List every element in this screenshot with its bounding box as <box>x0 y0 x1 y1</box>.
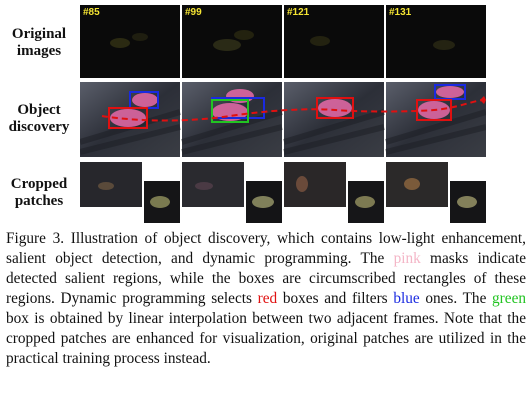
row-label-patches: Cropped patches <box>4 176 74 210</box>
original-image-121: #121 <box>284 5 384 78</box>
dim-car-shape <box>310 36 330 46</box>
figure-3: Original images Object discovery Cropped… <box>4 5 486 223</box>
frame-number-121: #121 <box>287 7 310 18</box>
caption-word-red: red <box>257 290 278 307</box>
dim-car-shape <box>433 40 455 50</box>
row-label-original-text: Original images <box>11 26 67 59</box>
caption-word-green: green <box>492 290 527 307</box>
discovery-scene <box>80 82 486 157</box>
dim-car-shape <box>213 30 254 51</box>
original-image-131: #131 <box>386 5 486 78</box>
frame-number-85: #85 <box>83 7 100 18</box>
caption-text-4: ones. The <box>419 290 493 307</box>
original-image-99: #99 <box>182 5 282 78</box>
row-label-discovery-text: Object discovery <box>8 102 70 135</box>
row-label-original: Original images <box>4 26 74 60</box>
figure-caption: Figure 3. Illustration of object discove… <box>6 229 526 369</box>
original-image-85: #85 <box>80 5 180 78</box>
frame-number-131: #131 <box>389 7 412 18</box>
discovery-row <box>80 82 486 157</box>
caption-text-5: box is obtained by linear interpolation … <box>6 310 526 367</box>
patches-row <box>80 162 486 223</box>
dim-car-shape <box>110 33 148 48</box>
caption-word-blue: blue <box>393 290 420 307</box>
caption-text-1: Figure 3. Illustration of object discove… <box>6 230 526 267</box>
cropped-patches <box>80 162 486 223</box>
frame-number-99: #99 <box>185 7 202 18</box>
caption-word-pink: pink <box>393 250 421 267</box>
caption-text-2: masks indicate detected salient regions,… <box>6 250 526 307</box>
row-label-patches-text: Cropped patches <box>10 176 68 209</box>
image-grid: #85 #99 #121 #131 <box>80 5 486 223</box>
row-label-discovery: Object discovery <box>4 102 74 136</box>
caption-text-3: boxes and filters <box>277 290 394 307</box>
